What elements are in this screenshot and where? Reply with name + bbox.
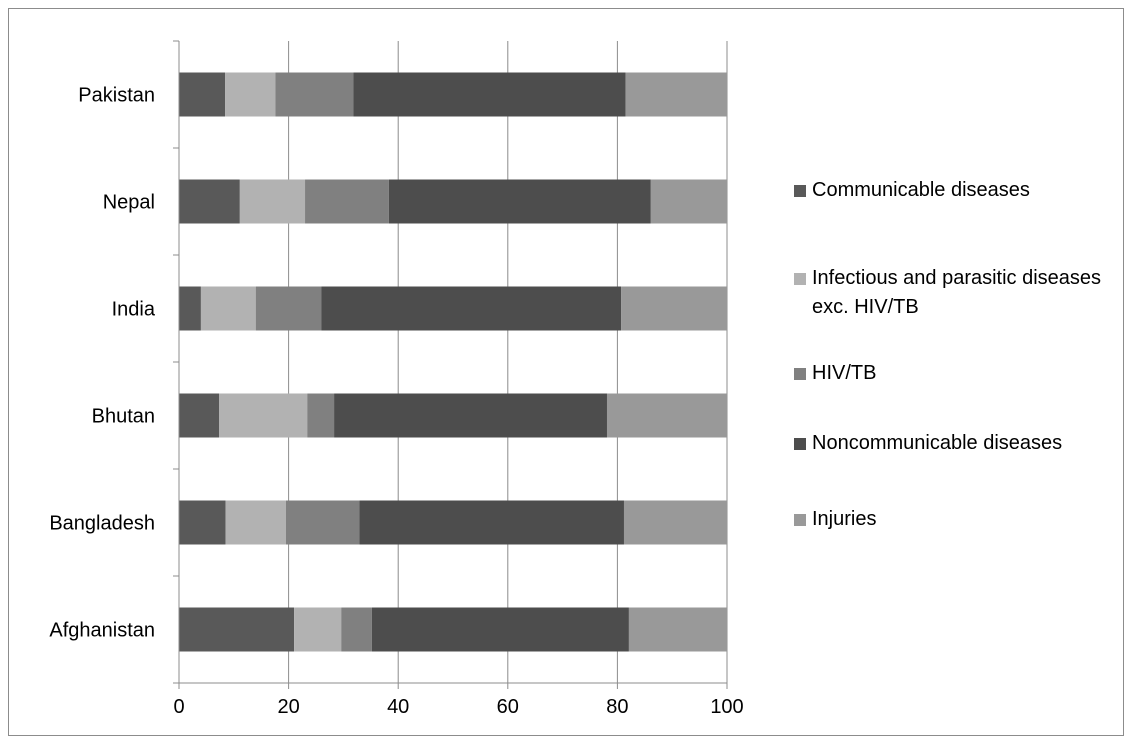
legend-swatch — [794, 438, 806, 450]
legend-item: Communicable diseases — [794, 176, 1122, 205]
axes — [173, 40, 728, 689]
x-tick-label: 100 — [710, 696, 743, 718]
bar-segment — [341, 607, 372, 652]
legend-item: HIV/TB — [794, 359, 1122, 388]
bar-segment — [219, 393, 308, 438]
bar-segment — [606, 393, 727, 438]
bar-segment — [255, 286, 322, 331]
bar-segment — [239, 179, 306, 224]
bar-segment — [334, 393, 607, 438]
bar-segment — [225, 72, 276, 117]
legend-item: Infectious and parasitic diseases exc. H… — [794, 264, 1122, 322]
bar-segment — [179, 286, 201, 331]
bars — [179, 72, 727, 652]
legend-label: Infectious and parasitic diseases exc. H… — [812, 267, 1102, 318]
y-tick-label: Nepal — [103, 192, 155, 214]
x-tick-label: 40 — [387, 696, 409, 718]
x-tick-label: 20 — [277, 696, 299, 718]
gridlines — [288, 41, 728, 683]
x-tick-label: 80 — [606, 696, 628, 718]
legend-swatch — [794, 185, 806, 197]
legend-item: Noncommunicable diseases — [794, 429, 1122, 458]
bar-segment — [625, 72, 727, 117]
legend-swatch — [794, 368, 806, 380]
legend-label: Noncommunicable diseases — [812, 432, 1063, 454]
bar-segment — [650, 179, 727, 224]
y-tick-labels: Afghanistan Bangladesh Bhutan India Nepal Pak… — [49, 85, 156, 642]
bar-segment — [225, 500, 286, 545]
bar-segment — [628, 607, 727, 652]
bar-segment — [623, 500, 727, 545]
x-tick-labels: 0 20 40 60 80 100 — [173, 696, 743, 718]
bar-segment — [371, 607, 629, 652]
y-tick-label: Afghanistan — [49, 620, 155, 642]
bar-segment — [200, 286, 256, 331]
y-tick-label: Bangladesh — [49, 513, 155, 535]
x-tick-label: 60 — [497, 696, 519, 718]
legend-item: Injuries — [794, 505, 1122, 534]
bar-segment — [388, 179, 651, 224]
bar-segment — [179, 393, 220, 438]
bar-segment — [285, 500, 360, 545]
bar-segment — [305, 179, 389, 224]
bar-segment — [275, 72, 354, 117]
bar-segment — [307, 393, 335, 438]
bar-segment — [353, 72, 626, 117]
bar-segment — [179, 607, 295, 652]
legend-label: HIV/TB — [812, 362, 877, 384]
y-tick-label: Pakistan — [78, 85, 155, 107]
legend-swatch — [794, 514, 806, 526]
x-tick-label: 0 — [173, 696, 184, 718]
bar-segment — [621, 286, 727, 331]
legend-label: Injuries — [812, 508, 877, 530]
y-tick-label: Bhutan — [92, 406, 155, 428]
bar-segment — [321, 286, 622, 331]
bar-segment — [179, 179, 240, 224]
legend-label: Communicable diseases — [812, 179, 1030, 201]
y-tick-label: India — [112, 299, 156, 321]
bar-segment — [179, 72, 226, 117]
bar-segment — [179, 500, 226, 545]
bar-segment — [294, 607, 342, 652]
legend-swatch — [794, 273, 806, 285]
bar-segment — [359, 500, 624, 545]
